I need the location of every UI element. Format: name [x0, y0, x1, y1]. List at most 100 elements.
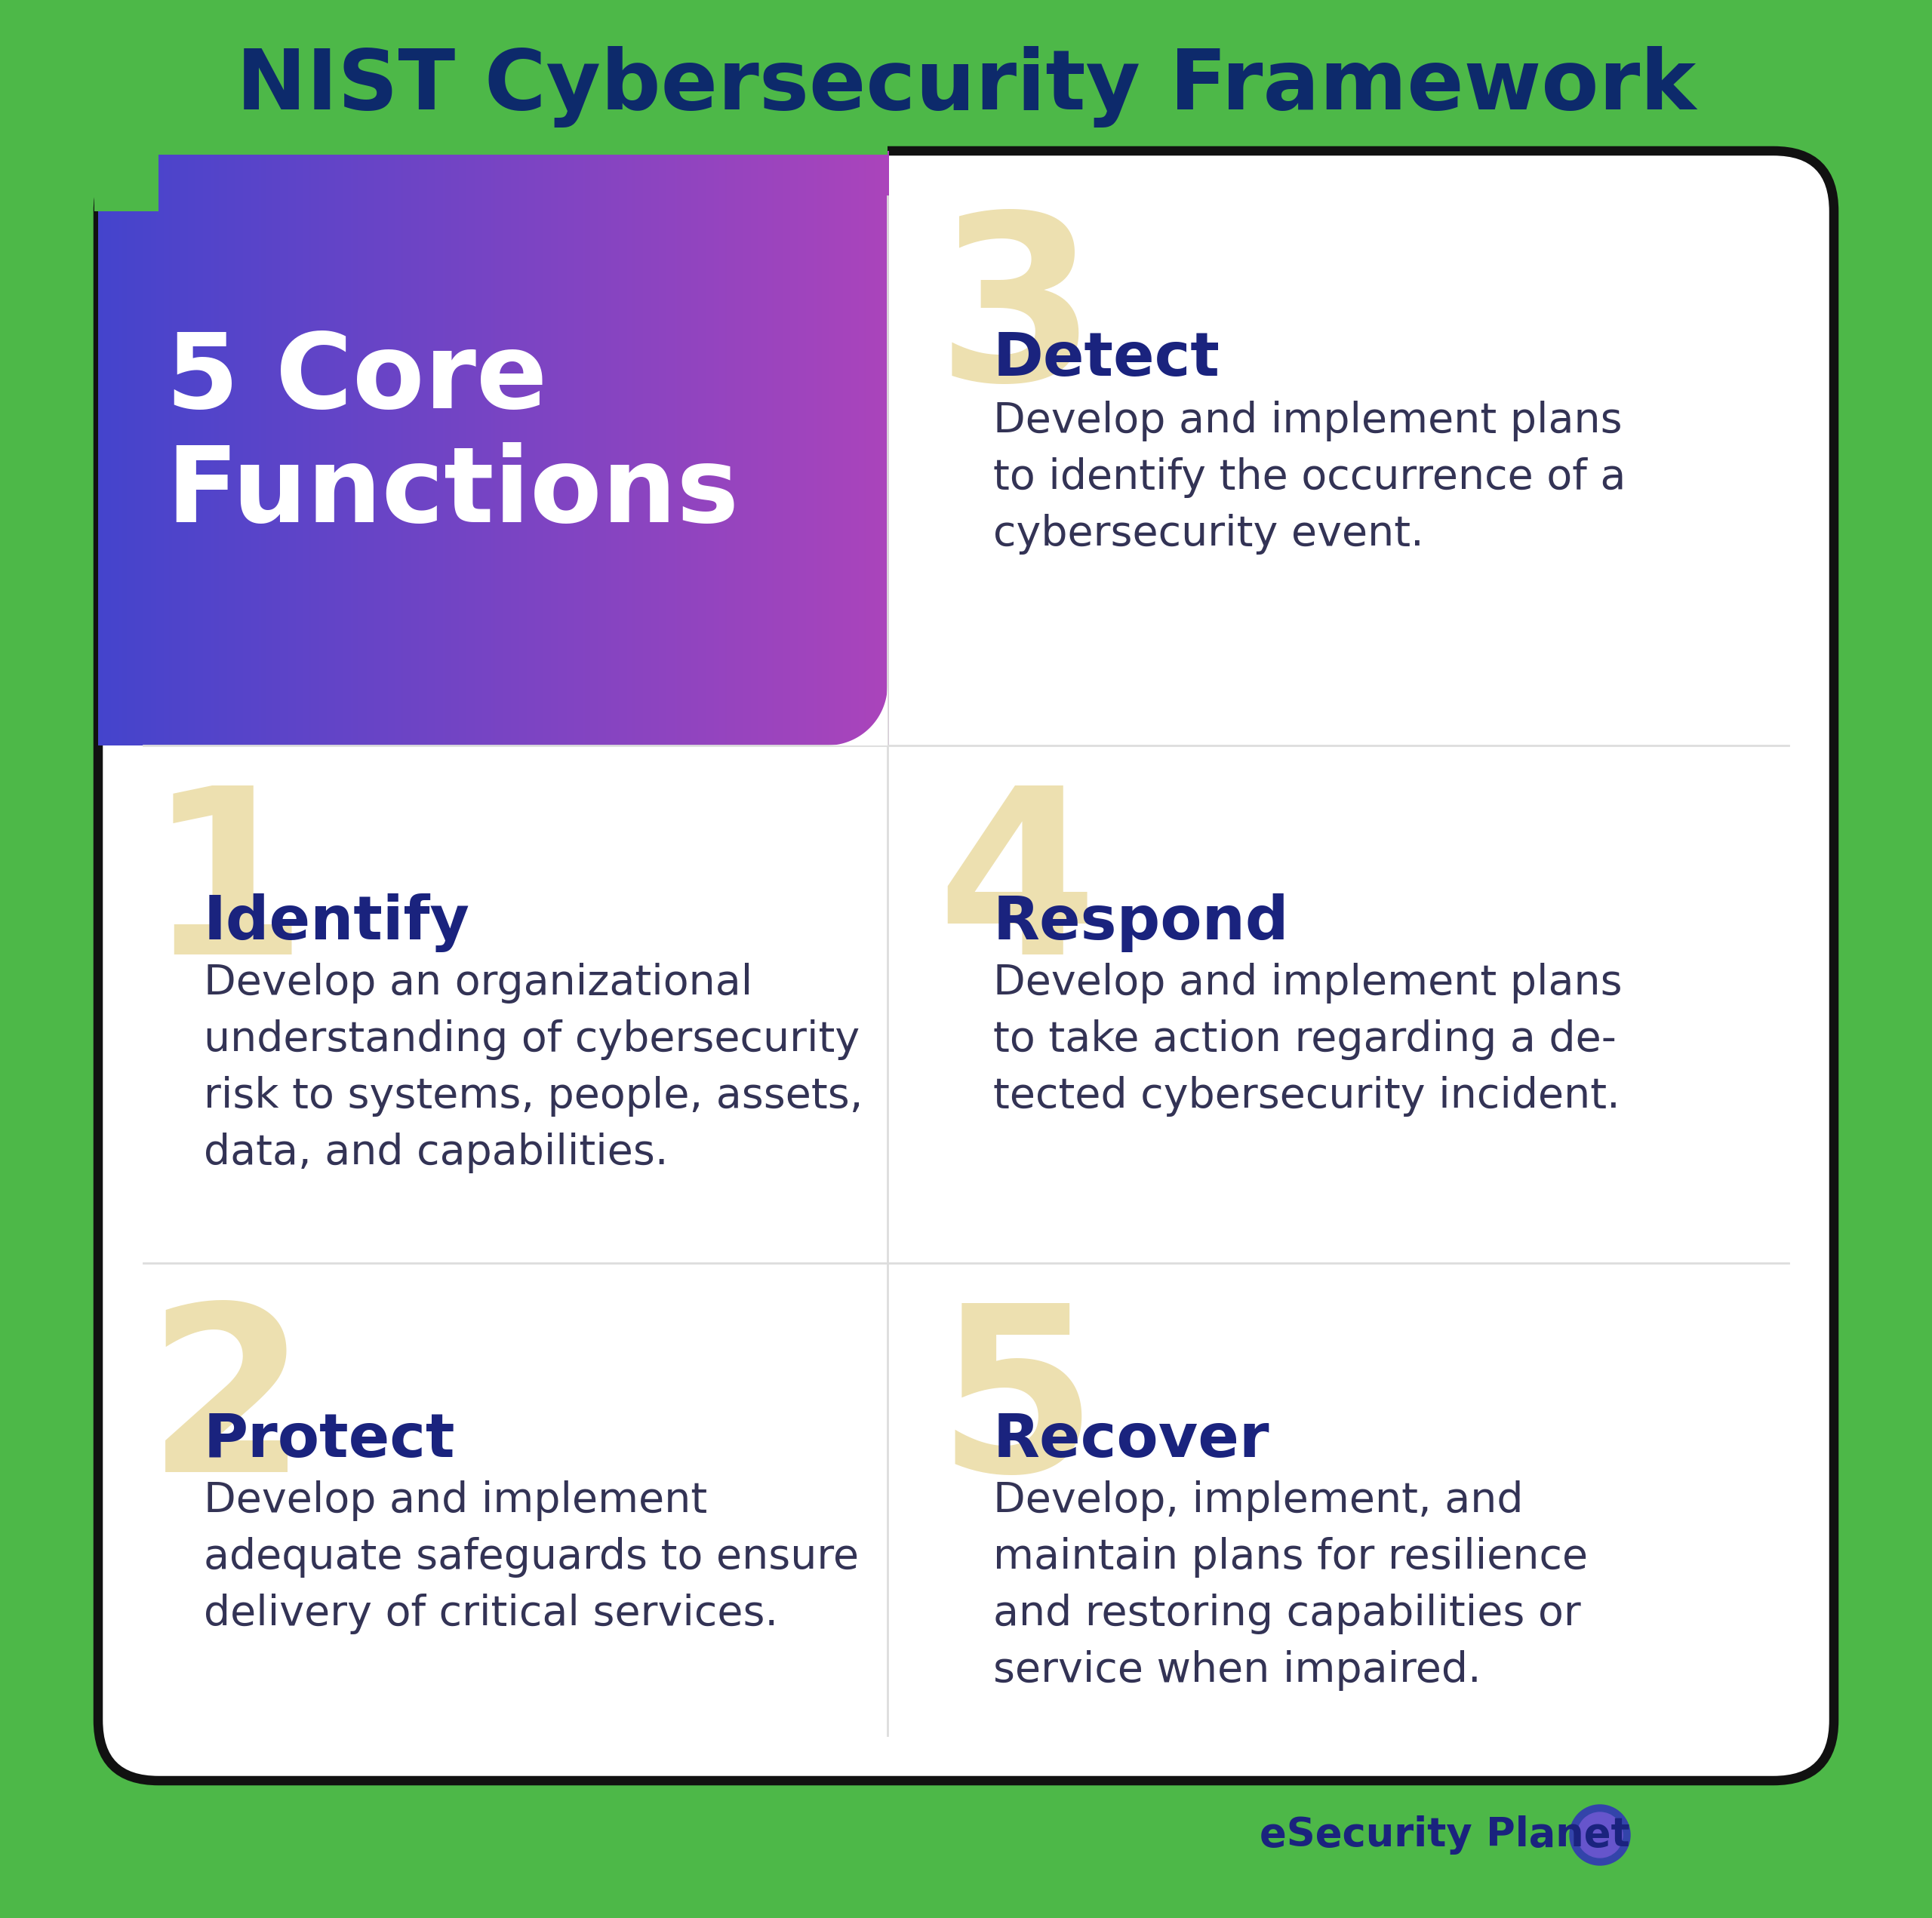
Bar — [674, 152, 678, 746]
Bar — [224, 152, 228, 746]
Text: Develop and implement plans
to identify the occurrence of a
cybersecurity event.: Develop and implement plans to identify … — [993, 401, 1627, 554]
Bar — [245, 152, 249, 746]
Bar — [172, 152, 176, 746]
Bar — [429, 152, 435, 746]
Bar — [129, 152, 133, 746]
Bar — [392, 152, 396, 746]
Bar — [850, 152, 854, 746]
Bar — [466, 152, 471, 746]
Bar — [406, 152, 410, 746]
Bar — [236, 152, 240, 746]
Bar — [777, 152, 781, 746]
Bar — [412, 152, 415, 746]
Bar — [636, 152, 639, 746]
Bar — [825, 152, 829, 746]
Bar — [835, 152, 838, 746]
Bar — [866, 152, 871, 746]
Bar — [821, 152, 825, 746]
Bar — [112, 152, 116, 746]
Bar — [877, 152, 881, 746]
Text: 1: 1 — [147, 779, 307, 1003]
Bar — [435, 152, 439, 746]
Bar — [871, 152, 875, 746]
Bar — [500, 152, 504, 746]
Bar — [342, 152, 348, 746]
Text: 5: 5 — [937, 1297, 1097, 1521]
Bar — [355, 152, 359, 746]
Bar — [566, 152, 570, 746]
Bar — [95, 152, 158, 211]
Bar — [676, 152, 682, 746]
Bar — [203, 152, 207, 746]
Bar — [384, 152, 388, 746]
Bar — [724, 152, 728, 746]
Bar — [761, 152, 765, 746]
Ellipse shape — [1577, 1813, 1623, 1859]
Bar — [332, 152, 336, 746]
Bar — [624, 152, 628, 746]
Bar — [529, 152, 533, 746]
Bar — [686, 152, 690, 746]
Bar — [680, 152, 684, 746]
Text: Develop, implement, and
maintain plans for resilience
and restoring capabilities: Develop, implement, and maintain plans f… — [993, 1481, 1588, 1692]
Bar — [284, 152, 290, 746]
Bar — [375, 152, 379, 746]
Bar — [661, 152, 665, 746]
Bar — [272, 152, 276, 746]
Bar — [267, 152, 270, 746]
Bar — [400, 152, 406, 746]
Bar — [282, 152, 286, 746]
Bar — [775, 152, 779, 746]
Bar — [769, 152, 773, 746]
Bar — [253, 152, 257, 746]
Bar — [682, 152, 686, 746]
Bar — [668, 152, 672, 746]
Bar — [701, 152, 705, 746]
Bar — [862, 152, 866, 746]
Bar — [580, 152, 583, 746]
Bar — [228, 152, 232, 746]
Bar — [551, 152, 554, 746]
Bar — [879, 152, 883, 746]
Bar — [153, 152, 158, 746]
Bar — [688, 152, 692, 746]
Bar — [784, 152, 788, 746]
Bar — [498, 152, 502, 746]
Bar — [651, 152, 655, 746]
Bar — [348, 152, 352, 746]
Bar — [137, 152, 141, 746]
Bar — [755, 152, 759, 746]
Bar — [491, 152, 495, 746]
Bar — [120, 152, 124, 746]
Bar — [840, 152, 844, 746]
Bar — [448, 152, 452, 746]
Bar — [340, 152, 344, 746]
Bar — [485, 152, 489, 746]
Bar — [694, 152, 697, 746]
Bar — [274, 152, 278, 746]
Bar — [869, 152, 873, 746]
Bar — [767, 152, 771, 746]
Bar — [421, 152, 425, 746]
Bar — [883, 152, 887, 746]
Bar — [541, 152, 545, 746]
Bar — [593, 152, 597, 746]
Bar — [408, 152, 413, 746]
Bar — [433, 152, 437, 746]
Bar — [781, 152, 784, 746]
Bar — [265, 152, 269, 746]
Bar — [209, 152, 213, 746]
Bar — [346, 152, 350, 746]
Bar — [276, 152, 282, 746]
Bar — [545, 152, 549, 746]
Bar — [462, 152, 466, 746]
Bar — [564, 152, 568, 746]
Bar — [143, 152, 147, 746]
Bar — [657, 152, 661, 746]
FancyBboxPatch shape — [99, 152, 1833, 1780]
Bar — [230, 152, 234, 746]
Bar — [367, 152, 371, 746]
Bar — [240, 152, 243, 746]
Bar — [806, 152, 810, 746]
Bar — [440, 152, 444, 746]
